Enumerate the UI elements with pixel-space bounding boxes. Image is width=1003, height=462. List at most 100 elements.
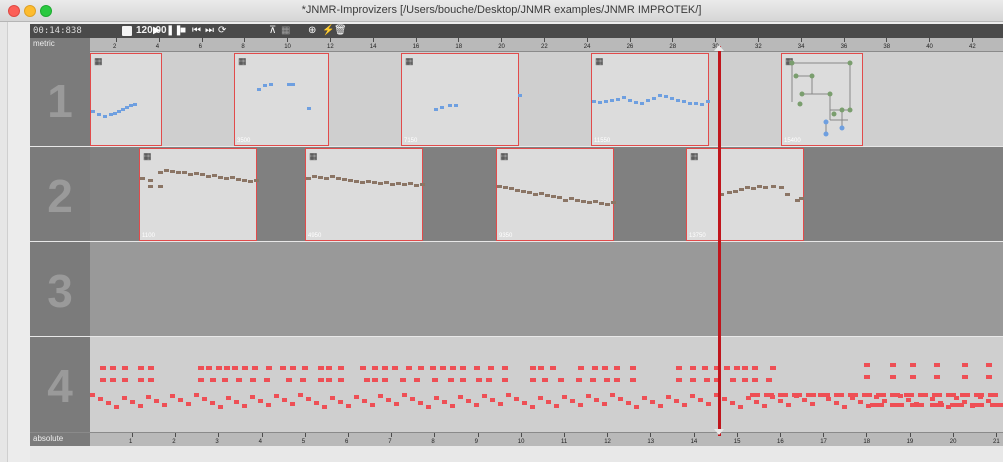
note <box>326 378 332 382</box>
clip[interactable]: ▦ <box>90 53 162 146</box>
tree-node <box>809 73 815 79</box>
note <box>704 378 710 382</box>
previous-icon[interactable]: ⏮ <box>192 25 201 36</box>
tick-mark <box>175 433 177 437</box>
playhead-handle-bottom[interactable] <box>714 429 724 435</box>
note <box>634 101 638 104</box>
note <box>664 95 668 98</box>
tempo-value[interactable]: 120.00 <box>136 25 167 36</box>
grid-icon: ▦ <box>238 56 247 66</box>
play-icon[interactable]: ▶ <box>153 25 161 36</box>
track-header[interactable]: 3 <box>30 242 90 336</box>
absolute-ruler[interactable]: absolute 1 2 3 4 5 6 7 8 9 10 11 12 13 14 15 16 17 18 19 20… <box>30 432 1003 447</box>
note <box>739 188 744 191</box>
note <box>658 94 662 97</box>
playhead-handle-top[interactable] <box>714 45 724 51</box>
track-body[interactable] <box>90 337 1003 432</box>
note <box>676 366 682 370</box>
note <box>97 113 101 116</box>
link-icon[interactable]: ⊕ <box>308 25 317 36</box>
note <box>587 201 592 204</box>
note <box>266 366 272 370</box>
note <box>103 115 107 118</box>
note <box>400 378 406 382</box>
stop-icon[interactable]: ■ <box>180 25 187 36</box>
note <box>950 403 964 407</box>
note <box>122 396 127 400</box>
track-header[interactable]: 4 <box>30 337 90 432</box>
zoom-button[interactable] <box>40 5 52 17</box>
left-splitter[interactable] <box>0 22 8 462</box>
tick-mark <box>304 433 306 437</box>
note <box>326 366 332 370</box>
bottom-scrollbar[interactable] <box>30 446 1003 462</box>
note <box>970 403 984 407</box>
grid-icon: ▦ <box>785 56 794 66</box>
note <box>390 183 395 186</box>
note <box>466 399 471 403</box>
pause-icon[interactable]: ❚❚ <box>166 25 183 36</box>
note <box>570 399 575 403</box>
note <box>557 196 562 199</box>
note <box>182 171 187 174</box>
note <box>593 200 598 203</box>
clip[interactable]: ▦ 15400 <box>781 53 863 146</box>
tick-label: 6 <box>198 44 202 50</box>
tree-node <box>823 131 829 137</box>
note <box>148 179 153 182</box>
note <box>890 393 900 397</box>
note <box>626 401 631 405</box>
tick-mark <box>261 433 263 437</box>
trash-icon[interactable]: 🗑 <box>334 25 347 36</box>
note <box>266 403 271 407</box>
note <box>362 399 367 403</box>
tree-icon[interactable]: ⊼ <box>269 25 277 36</box>
metric-ruler[interactable]: metric 2 4 6 8 10 12 14 16 18 20 22 24 26 28 30 32 34 36 3… <box>30 38 1003 52</box>
clip-start-label: 3500 <box>237 138 251 144</box>
note <box>354 395 359 399</box>
close-button[interactable] <box>8 5 20 17</box>
title-bar[interactable]: *JNMR-Improvizers [/Users/bouche/Desktop… <box>0 0 1003 22</box>
tick-mark <box>629 38 631 42</box>
note <box>148 378 154 382</box>
clip[interactable]: ▦ 7150 <box>401 53 522 146</box>
minimize-button[interactable] <box>24 5 36 17</box>
note <box>934 363 940 367</box>
note <box>719 193 724 196</box>
clip[interactable]: ▦ 3500 <box>234 53 329 146</box>
bolt-icon[interactable]: ⚡ <box>322 25 335 36</box>
track-header[interactable]: 1 <box>30 52 90 146</box>
note <box>186 402 191 406</box>
note <box>342 178 347 181</box>
loop-icon[interactable]: ⟳ <box>218 25 227 36</box>
note <box>396 182 401 185</box>
tick-label: 4 <box>258 439 262 445</box>
track-header[interactable]: 2 <box>30 147 90 241</box>
note <box>910 375 916 379</box>
tick-label: 8 <box>241 44 245 50</box>
note <box>154 399 159 403</box>
tick-label: 40 <box>926 44 933 50</box>
clip[interactable]: ▦ 9350 <box>496 148 616 241</box>
clip-start-label: 15400 <box>784 138 801 144</box>
note <box>474 403 479 407</box>
grid-icon[interactable]: ▦ <box>281 25 291 36</box>
clip[interactable]: ▦ 1100 <box>139 148 259 241</box>
playhead[interactable] <box>718 46 721 436</box>
next-icon[interactable]: ⏭ <box>205 25 214 36</box>
note <box>592 100 596 103</box>
clip[interactable]: ▦ 11550 <box>591 53 710 146</box>
clip[interactable]: ▦ 4950 <box>305 148 425 241</box>
note <box>694 102 698 105</box>
note <box>138 378 144 382</box>
note <box>890 363 896 367</box>
note <box>290 402 295 406</box>
track-body[interactable] <box>90 242 1003 336</box>
note <box>890 403 904 407</box>
ruler-label: metric <box>30 38 90 52</box>
clip-start-label: 1100 <box>142 233 155 239</box>
tempo-checkbox[interactable] <box>122 26 132 36</box>
note <box>218 405 223 409</box>
tick-label: 16 <box>412 44 420 50</box>
clip[interactable]: ▦ 13750 <box>686 148 804 241</box>
